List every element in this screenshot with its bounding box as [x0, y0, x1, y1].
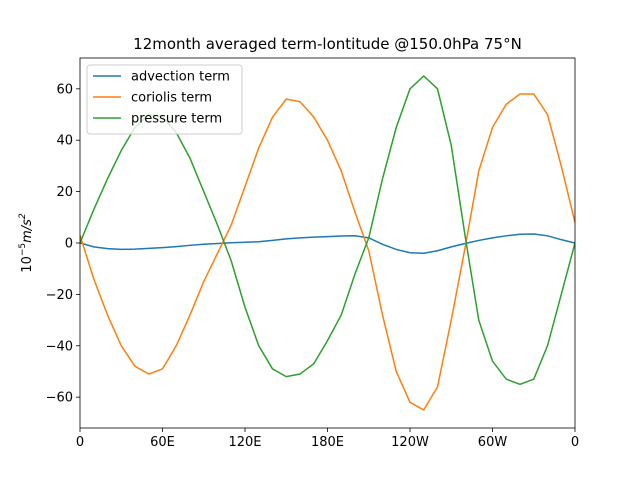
legend-label: advection term	[131, 70, 230, 85]
y-tick-label: −20	[46, 288, 73, 303]
y-label-unit-exponent: 2	[18, 213, 28, 219]
series-line	[80, 93, 575, 412]
y-tick-label: 0	[65, 237, 73, 252]
y-tick-label: 20	[56, 185, 73, 200]
series-line	[80, 233, 575, 255]
x-tick-label: 60W	[478, 435, 508, 450]
y-tick-label: 60	[56, 82, 73, 97]
y-tick-label: −60	[46, 391, 73, 406]
y-axis-label: 10−5m/s2	[18, 213, 35, 273]
legend-label: coriolis term	[131, 91, 212, 106]
y-tick-label: −40	[46, 339, 73, 354]
y-tick-label: 40	[56, 134, 73, 149]
x-tick-label: 0	[571, 435, 579, 450]
y-label-base: 10	[20, 256, 35, 273]
chart-title: 12month averaged term-lontitude @150.0hP…	[133, 35, 522, 53]
y-label-exponent: −5	[18, 243, 28, 256]
legend-box	[86, 64, 243, 135]
x-tick-label: 180E	[311, 435, 344, 450]
y-label-unit: m/s	[20, 219, 35, 243]
x-tick-label: 0	[76, 435, 84, 450]
axes-frame	[79, 57, 576, 429]
x-tick-label: 120E	[228, 435, 261, 450]
legend-label: pressure term	[131, 112, 222, 127]
x-tick-label: 120W	[391, 435, 429, 450]
x-tick-label: 60E	[150, 435, 175, 450]
